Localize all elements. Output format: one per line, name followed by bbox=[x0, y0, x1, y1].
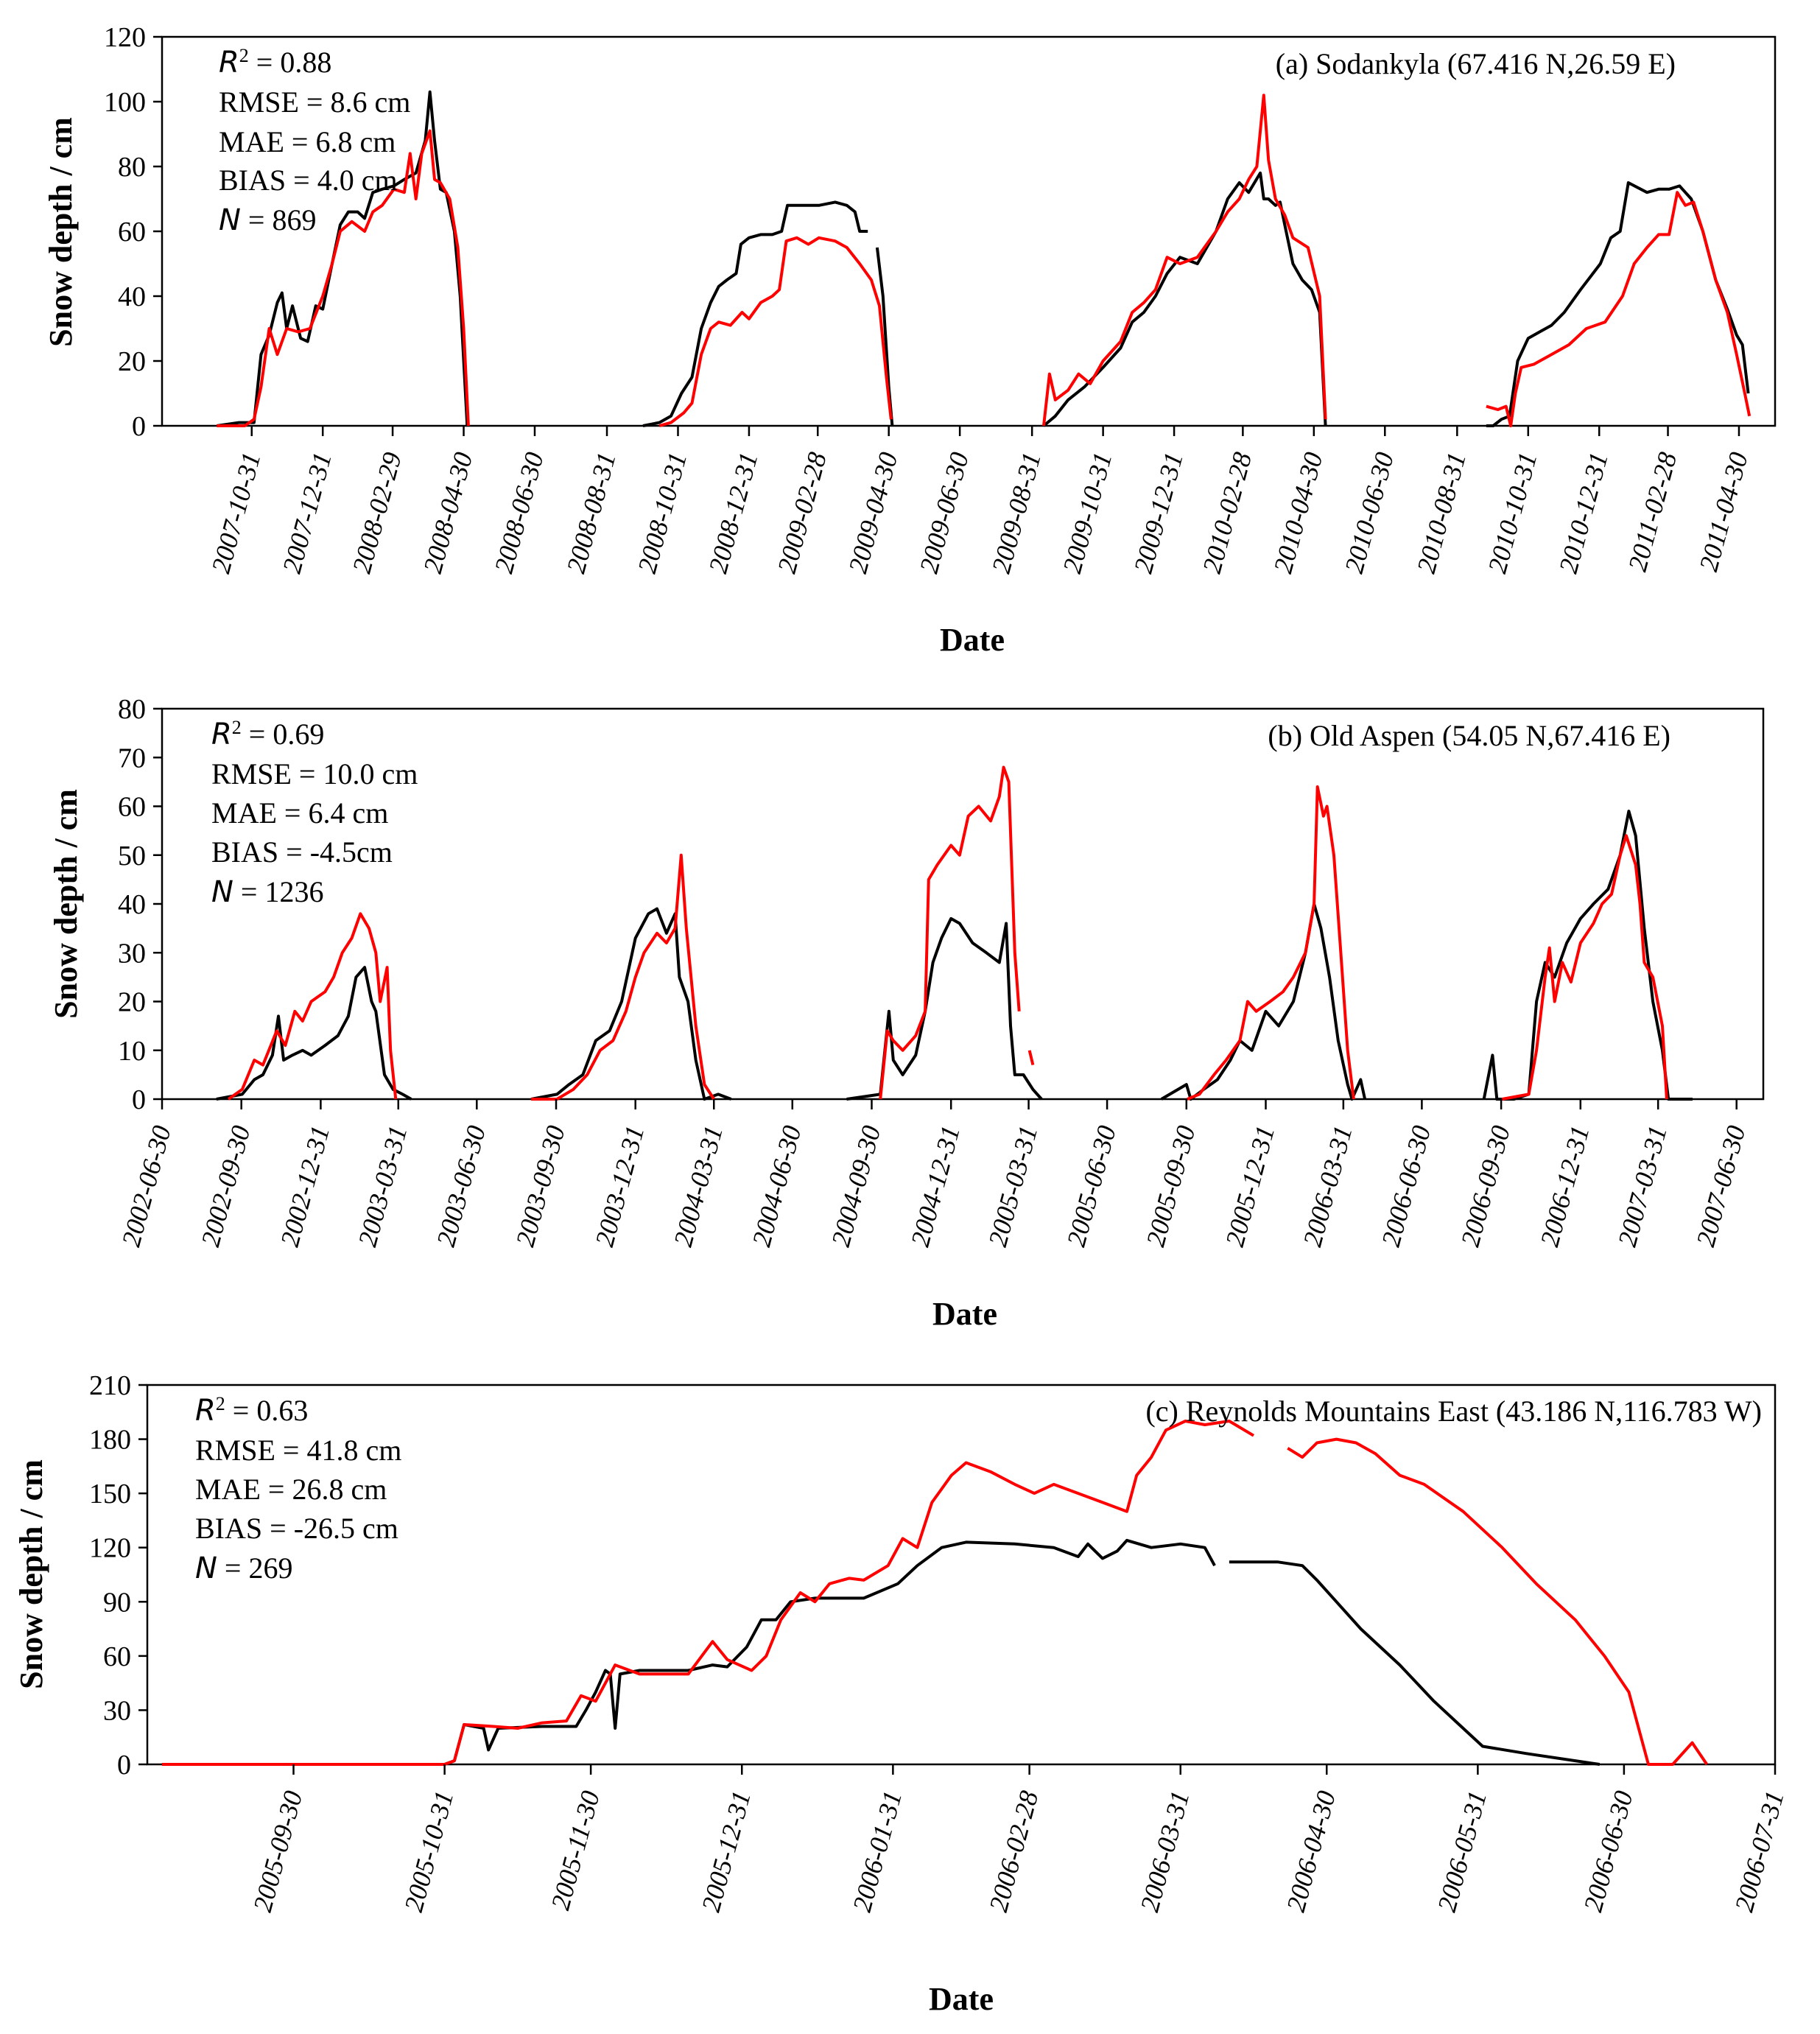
series-layer bbox=[161, 1420, 1709, 1766]
rmse-stat: RMSE = 8.6 cm bbox=[219, 85, 410, 119]
stats-box: R2 = 0.63 RMSE = 41.8 cm MAE = 26.8 cm B… bbox=[195, 1393, 401, 1586]
r2-stat: R2 = 0.69 bbox=[211, 717, 324, 752]
bias-stat: BIAS = 4.0 cm bbox=[219, 164, 398, 197]
r2-stat: R2 = 0.63 bbox=[195, 1393, 308, 1428]
series-line bbox=[530, 907, 732, 1101]
x-axis-label: Date bbox=[940, 622, 1005, 658]
series-line bbox=[1482, 810, 1693, 1101]
y-tick-label: 180 bbox=[89, 1425, 131, 1456]
bias-stat: BIAS = -26.5 cm bbox=[195, 1512, 398, 1545]
series-line bbox=[161, 1420, 1255, 1766]
series-line bbox=[1501, 834, 1668, 1101]
n-stat: N = 1236 bbox=[211, 875, 323, 909]
observed-series bbox=[161, 1538, 1601, 1766]
y-tick-label: 30 bbox=[118, 938, 146, 969]
series-line bbox=[1042, 94, 1327, 427]
series-line bbox=[1042, 171, 1327, 427]
observed-series bbox=[216, 810, 1693, 1101]
y-axis-label: Snow depth / cm bbox=[43, 117, 79, 347]
y-tick-label: 30 bbox=[103, 1695, 131, 1726]
x-axis-label: Date bbox=[932, 1296, 997, 1332]
y-tick-label: 0 bbox=[132, 411, 146, 442]
x-axis-label: Date bbox=[929, 1981, 994, 2017]
panel-title: (a) Sodankyla (67.416 N,26.59 E) bbox=[1276, 47, 1676, 80]
simulated-series bbox=[227, 765, 1668, 1101]
y-tick-label: 60 bbox=[118, 792, 146, 823]
y-tick-label: 80 bbox=[118, 694, 146, 725]
panel-title: (c) Reynolds Mountains East (43.186 N,11… bbox=[1145, 1395, 1762, 1428]
series-line bbox=[161, 1538, 1216, 1766]
y-tick-label: 40 bbox=[118, 889, 146, 920]
y-tick-label: 0 bbox=[132, 1084, 146, 1115]
y-tick-label: 120 bbox=[104, 22, 146, 53]
simulated-series bbox=[217, 94, 1752, 427]
simulated-series bbox=[161, 1420, 1709, 1766]
y-axis-label: Snow depth / cm bbox=[48, 789, 84, 1019]
rmse-stat: RMSE = 41.8 cm bbox=[195, 1434, 401, 1467]
mae-stat: MAE = 6.4 cm bbox=[211, 796, 388, 830]
y-tick-label: 70 bbox=[118, 743, 146, 774]
y-tick-label: 60 bbox=[118, 217, 146, 248]
y-tick-label: 20 bbox=[118, 346, 146, 377]
series-line bbox=[658, 236, 893, 427]
y-axis-ticks: 0 20 40 60 80 100 120 bbox=[104, 22, 162, 442]
y-tick-label: 100 bbox=[104, 87, 146, 118]
series-line bbox=[846, 916, 1043, 1101]
series-line bbox=[217, 129, 470, 427]
y-axis-ticks: 0 30 60 90 120 150 180 210 bbox=[89, 1370, 147, 1781]
rmse-stat: RMSE = 10.0 cm bbox=[211, 757, 418, 790]
y-tick-label: 90 bbox=[103, 1587, 131, 1618]
series-layer bbox=[216, 765, 1693, 1101]
panel-title: (b) Old Aspen (54.05 N,67.416 E) bbox=[1268, 719, 1670, 752]
y-tick-label: 50 bbox=[118, 841, 146, 872]
bias-stat: BIAS = -4.5cm bbox=[211, 835, 393, 869]
y-tick-label: 40 bbox=[118, 281, 146, 312]
plot-frame bbox=[146, 1384, 1777, 1766]
series-layer bbox=[217, 90, 1752, 427]
n-stat: N = 269 bbox=[195, 1551, 292, 1585]
y-tick-label: 0 bbox=[117, 1750, 131, 1781]
stats-box: R2 = 0.69 RMSE = 10.0 cm MAE = 6.4 cm BI… bbox=[211, 717, 418, 910]
n-stat: N = 869 bbox=[219, 203, 316, 237]
y-tick-label: 210 bbox=[89, 1370, 131, 1401]
series-line bbox=[217, 90, 469, 427]
y-axis-ticks: 0 10 20 30 40 50 60 70 80 bbox=[118, 694, 162, 1115]
series-line bbox=[879, 765, 1021, 1100]
series-line bbox=[1229, 1560, 1601, 1766]
mae-stat: MAE = 6.8 cm bbox=[219, 125, 396, 158]
y-tick-label: 10 bbox=[118, 1036, 146, 1067]
series-line bbox=[531, 853, 715, 1101]
y-tick-label: 120 bbox=[89, 1533, 131, 1564]
series-line bbox=[1287, 1437, 1709, 1766]
r2-stat: R2 = 0.88 bbox=[219, 45, 331, 80]
y-tick-label: 60 bbox=[103, 1641, 131, 1672]
y-tick-label: 20 bbox=[118, 987, 146, 1018]
y-axis-label: Snow depth / cm bbox=[13, 1459, 49, 1689]
mae-stat: MAE = 26.8 cm bbox=[195, 1473, 387, 1506]
series-line bbox=[1027, 1050, 1035, 1066]
y-tick-label: 80 bbox=[118, 152, 146, 183]
series-line bbox=[642, 200, 868, 427]
series-line bbox=[1187, 785, 1355, 1101]
series-line bbox=[227, 912, 398, 1101]
series-line bbox=[216, 966, 412, 1101]
stats-box: R2 = 0.88 RMSE = 8.6 cm MAE = 6.8 cm BIA… bbox=[219, 45, 410, 238]
y-tick-label: 150 bbox=[89, 1479, 131, 1509]
series-line bbox=[1486, 191, 1752, 427]
